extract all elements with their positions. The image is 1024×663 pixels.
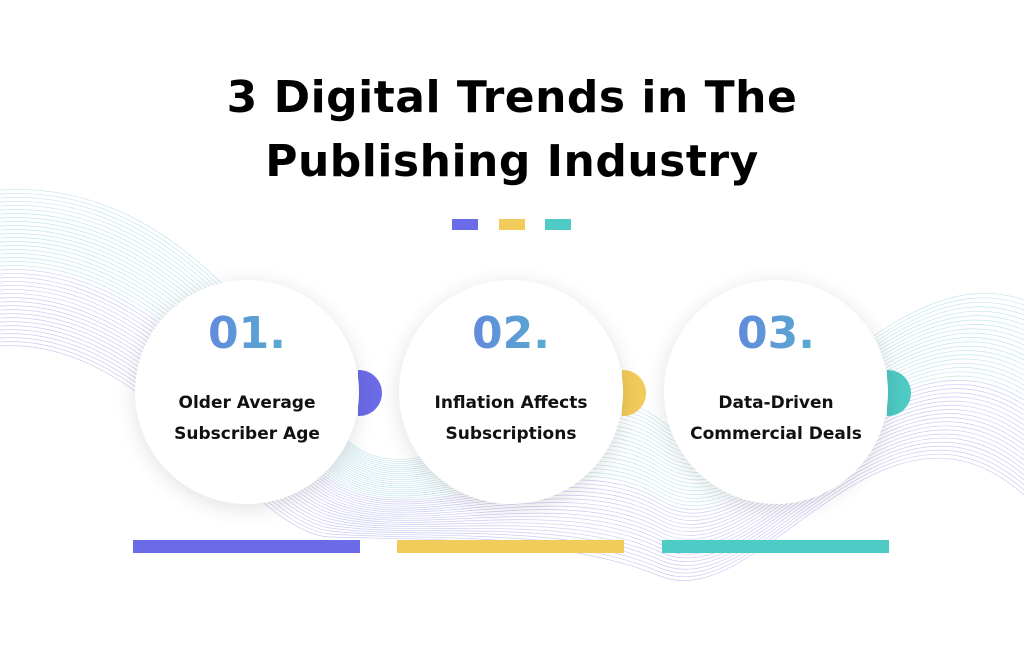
circle	[664, 280, 888, 504]
item-number: 01.	[135, 306, 359, 362]
dash	[499, 219, 525, 230]
item-label: Older Average Subscriber Age	[174, 393, 320, 444]
item-number: 02.	[399, 306, 623, 362]
bar	[133, 540, 360, 553]
item-number: 03.	[664, 306, 888, 362]
dash	[452, 219, 478, 230]
circle	[135, 280, 359, 504]
item-label: Data-Driven Commercial Deals	[690, 393, 862, 444]
circle	[399, 280, 623, 504]
bar	[662, 540, 889, 553]
item-label: Inflation Affects Subscriptions	[434, 393, 588, 444]
title: 3 Digital Trends in The Publishing Indus…	[226, 72, 798, 187]
bar	[397, 540, 624, 553]
dash	[545, 219, 571, 230]
